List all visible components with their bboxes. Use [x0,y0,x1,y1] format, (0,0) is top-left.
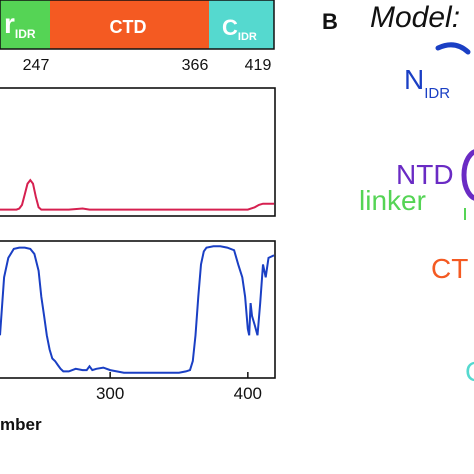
domain-segment-cidr [209,0,274,49]
domain-label-cidr: CIDR [222,15,257,43]
boundary-419: 419 [245,57,272,74]
top-plot [0,87,276,217]
panel-b: B Model: NIDR NTD linker CT C [322,1,474,387]
model-label-ctd: CT [431,253,468,284]
top-plot-frame [0,87,276,217]
bottom-plot-series-line [0,245,275,374]
domain-segment-linker [0,0,50,49]
nidr-arc-shape [435,42,471,55]
domain-bar-outline [0,0,275,50]
model-label-ntd: NTD [396,159,454,190]
domain-segment-ctd [50,0,209,49]
domain-bar: rIDR CTD CIDR 247 366 419 [0,0,275,74]
ntd-shape [461,149,474,201]
bottom-plot-x-ticks: 300 400 [96,372,262,403]
x-tick-label-300: 300 [96,384,124,403]
boundary-366: 366 [182,57,209,74]
domain-label-ctd: CTD [110,17,147,37]
panel-b-title: Model: [370,1,460,34]
bottom-plot-x-axis-label: mber [0,415,42,434]
model-label-nidr: NIDR [404,64,450,102]
model-label-linker: linker [359,185,426,216]
bottom-plot: 300 400 mber [0,240,276,434]
domain-label-linker: rIDR [4,8,36,41]
x-tick-label-400: 400 [234,384,262,403]
top-plot-series-line [0,178,274,211]
bottom-plot-frame [0,240,276,379]
panel-b-letter: B [322,9,338,34]
linker-sub-mark [464,208,466,220]
boundary-247: 247 [23,57,50,74]
model-label-cidr: C [465,356,474,387]
